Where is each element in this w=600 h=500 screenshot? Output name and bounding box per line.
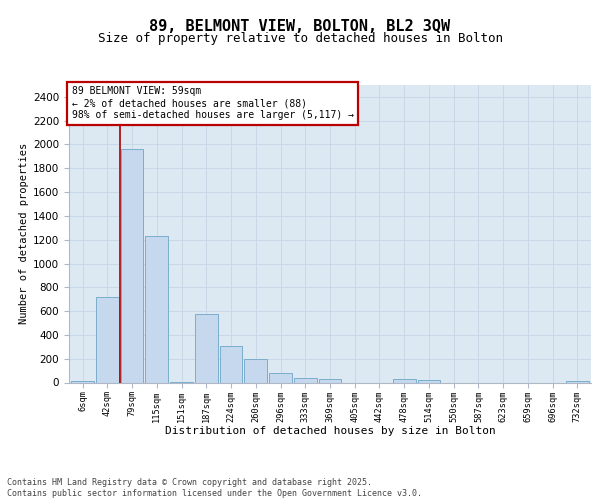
Text: Contains HM Land Registry data © Crown copyright and database right 2025.
Contai: Contains HM Land Registry data © Crown c… bbox=[7, 478, 422, 498]
Bar bbox=[71, 380, 94, 382]
Text: 89, BELMONT VIEW, BOLTON, BL2 3QW: 89, BELMONT VIEW, BOLTON, BL2 3QW bbox=[149, 19, 451, 34]
Bar bbox=[418, 380, 440, 382]
Bar bbox=[393, 379, 416, 382]
Bar bbox=[220, 346, 242, 383]
Bar bbox=[96, 297, 119, 382]
Bar bbox=[145, 236, 168, 382]
Text: 89 BELMONT VIEW: 59sqm
← 2% of detached houses are smaller (88)
98% of semi-deta: 89 BELMONT VIEW: 59sqm ← 2% of detached … bbox=[71, 86, 353, 120]
Bar bbox=[269, 373, 292, 382]
Bar bbox=[566, 380, 589, 382]
Y-axis label: Number of detached properties: Number of detached properties bbox=[19, 143, 29, 324]
Bar bbox=[195, 314, 218, 382]
Text: Size of property relative to detached houses in Bolton: Size of property relative to detached ho… bbox=[97, 32, 503, 45]
Bar bbox=[319, 379, 341, 382]
Bar bbox=[121, 150, 143, 382]
Bar bbox=[244, 358, 267, 382]
X-axis label: Distribution of detached houses by size in Bolton: Distribution of detached houses by size … bbox=[164, 426, 496, 436]
Bar bbox=[294, 378, 317, 382]
